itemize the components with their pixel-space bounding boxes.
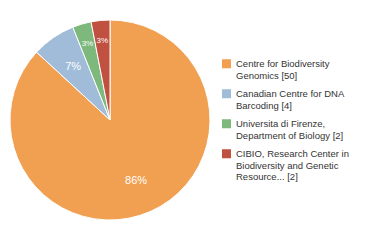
legend-line: Barcoding [4] (236, 100, 292, 111)
data-label: 3% (82, 39, 94, 48)
legend-line: Universita di Firenze, (236, 118, 325, 129)
legend-line: Canadian Centre for DNA (236, 88, 345, 99)
data-labels: 86% 7% 3%3% (65, 36, 147, 186)
legend-swatch (222, 149, 231, 158)
legend-line: Resource... [2] (236, 171, 298, 182)
legend-entry: CIBIO, Research Center inBiodiversity an… (236, 148, 349, 182)
slices (10, 20, 210, 220)
data-label: 7% (65, 60, 81, 72)
legend-line: CIBIO, Research Center in (236, 148, 349, 159)
data-label: 86% (125, 174, 147, 186)
legend-line: Department of Biology [2] (236, 130, 343, 141)
legend: Centre for BiodiversityGenomics [50] Cana… (222, 58, 349, 182)
legend-entry: Canadian Centre for DNABarcoding [4] (236, 88, 345, 111)
legend-entry: Universita di Firenze,Department of Biol… (236, 118, 343, 141)
legend-swatch (222, 59, 231, 68)
legend-line: Biodiversity and Genetic (236, 160, 339, 171)
pie-slice (91, 20, 110, 120)
data-label: 3% (97, 36, 109, 45)
chart-svg: 86% 7% 3%3% Centre for BiodiversityGenomics… (0, 0, 380, 240)
legend-swatch (222, 119, 231, 128)
chart-container: 86% 7% 3%3% Centre for BiodiversityGenomics… (0, 0, 380, 240)
legend-entry: Centre for BiodiversityGenomics [50] (236, 58, 330, 81)
pie-slice (10, 20, 210, 220)
legend-line: Genomics [50] (236, 70, 297, 81)
legend-line: Centre for Biodiversity (236, 58, 330, 69)
legend-swatch (222, 89, 231, 98)
